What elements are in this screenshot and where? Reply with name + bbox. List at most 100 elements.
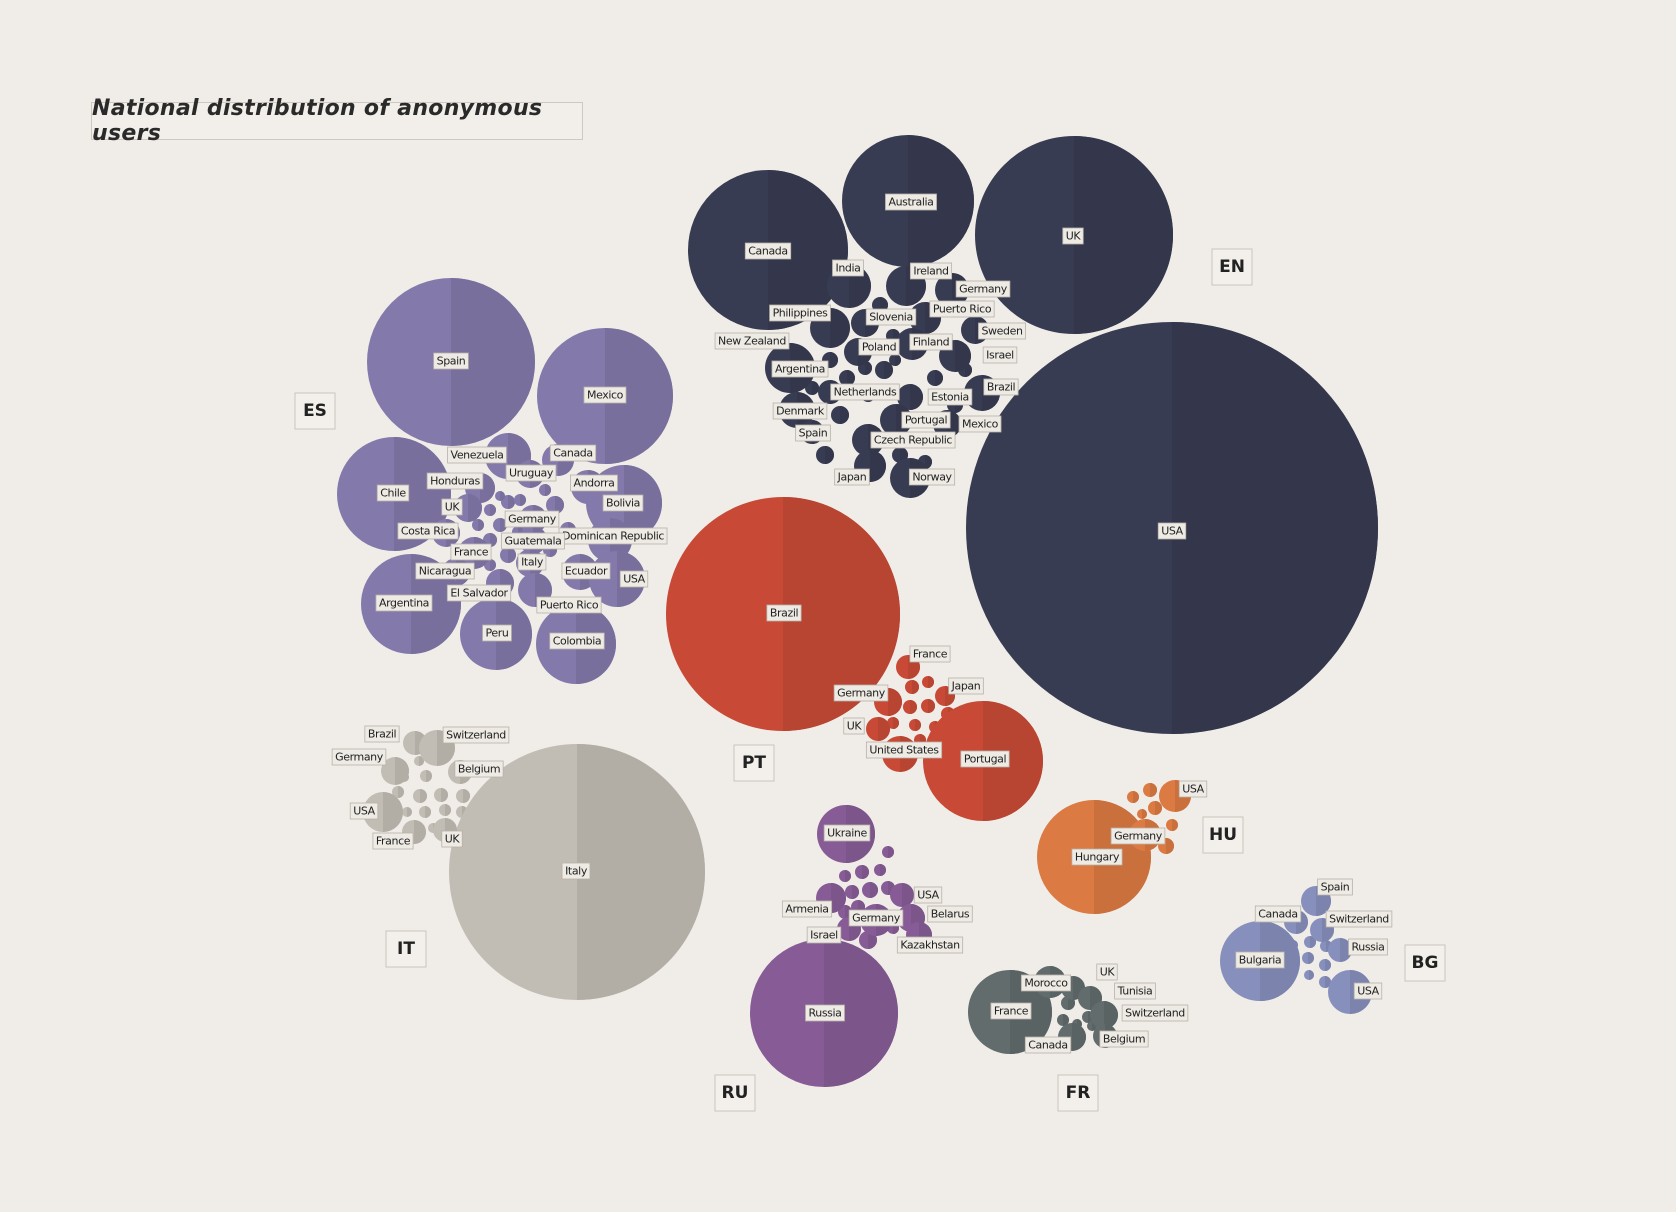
- label-es-honduras: Honduras: [426, 472, 484, 490]
- bubble-hu-minor-3: [1166, 819, 1178, 831]
- label-ru-germany: Germany: [848, 909, 904, 927]
- cluster-ru: [750, 805, 932, 1087]
- bubble-en-minor-3: [839, 370, 855, 386]
- label-es-colombia: Colombia: [549, 632, 605, 650]
- svg-text:France: France: [994, 1005, 1029, 1018]
- label-es-el-salvador: El Salvador: [446, 584, 512, 602]
- svg-text:Philippines: Philippines: [773, 307, 829, 320]
- label-en-czech-republic: Czech Republic: [870, 431, 956, 449]
- bubble-pt-minor-2: [903, 700, 917, 714]
- svg-text:Costa Rica: Costa Rica: [401, 525, 455, 538]
- svg-text:Spain: Spain: [437, 355, 466, 368]
- svg-text:Canada: Canada: [553, 447, 592, 460]
- bubble-it-minor-6: [439, 804, 451, 816]
- svg-text:Andorra: Andorra: [573, 477, 614, 490]
- svg-text:Germany: Germany: [1114, 830, 1163, 843]
- svg-text:Nicaragua: Nicaragua: [419, 565, 471, 578]
- bubble-fr-minor-2: [1057, 1014, 1069, 1026]
- svg-text:Kazakhstan: Kazakhstan: [900, 939, 960, 952]
- label-en-philippines: Philippines: [769, 304, 831, 322]
- svg-text:Canada: Canada: [1028, 1039, 1067, 1052]
- label-en-germany: Germany: [955, 280, 1011, 298]
- label-en-ireland: Ireland: [909, 262, 953, 280]
- svg-text:Japan: Japan: [837, 471, 867, 484]
- bubble-es-minor-2: [514, 494, 526, 506]
- label-en-portugal: Portugal: [901, 411, 951, 429]
- svg-text:UK: UK: [1100, 966, 1116, 979]
- label-es-nicaragua: Nicaragua: [415, 562, 475, 580]
- bubble-bg-minor-3: [1319, 959, 1331, 971]
- label-en-brazil: Brazil: [983, 378, 1019, 396]
- bubble-en-minor-4: [927, 370, 943, 386]
- label-es-peru: Peru: [482, 624, 512, 642]
- label-bg-canada: Canada: [1254, 905, 1302, 923]
- bubble-es-minor-11: [495, 491, 505, 501]
- chart-title: National distribution of anonymous users: [92, 96, 543, 146]
- label-en-argentina: Argentina: [771, 360, 829, 378]
- label-ru-armenia: Armenia: [781, 900, 833, 918]
- bubble-ru-minor-0: [839, 870, 851, 882]
- bubble-en-minor-12: [889, 354, 901, 366]
- svg-text:BG: BG: [1412, 953, 1439, 973]
- label-es-argentina: Argentina: [375, 594, 433, 612]
- svg-text:Morocco: Morocco: [1024, 977, 1068, 990]
- bubble-it-minor-8: [402, 807, 412, 817]
- label-en-mexico: Mexico: [958, 415, 1002, 433]
- label-en-slovenia: Slovenia: [865, 308, 917, 326]
- svg-text:Canada: Canada: [748, 245, 787, 258]
- label-it-germany: Germany: [331, 748, 387, 766]
- label-es-usa: USA: [619, 570, 649, 588]
- label-bg-switzerland: Switzerland: [1325, 910, 1393, 928]
- group-label-hu: HU: [1202, 816, 1244, 854]
- svg-text:Germany: Germany: [837, 687, 886, 700]
- bubble-it-germany: [381, 757, 409, 785]
- svg-text:USA: USA: [623, 573, 645, 586]
- bubble-it-usa: [363, 792, 403, 832]
- svg-text:Bolivia: Bolivia: [606, 497, 640, 510]
- label-en-norway: Norway: [908, 468, 956, 486]
- label-en-japan: Japan: [834, 468, 870, 486]
- bubble-en-estonia: [897, 384, 923, 410]
- bubble-it-minor-0: [392, 786, 404, 798]
- group-label-it: IT: [385, 930, 427, 968]
- label-es-france: France: [450, 543, 492, 561]
- label-ru-kazakhstan: Kazakhstan: [896, 936, 964, 954]
- label-en-finland: Finland: [909, 333, 953, 351]
- svg-text:UK: UK: [445, 501, 461, 514]
- group-label-en: EN: [1211, 248, 1253, 286]
- bubble-ru-minor-4: [862, 882, 878, 898]
- svg-text:Switzerland: Switzerland: [1329, 913, 1389, 926]
- svg-text:Finland: Finland: [913, 336, 950, 349]
- bubble-pt-minor-1: [922, 676, 934, 688]
- label-it-brazil: Brazil: [364, 725, 400, 743]
- svg-text:Sweden: Sweden: [981, 325, 1022, 338]
- bubble-it-minor-1: [413, 789, 427, 803]
- label-pt-japan: Japan: [948, 677, 984, 695]
- bubble-pt-minor-4: [887, 717, 899, 729]
- svg-text:France: France: [376, 835, 411, 848]
- svg-text:EN: EN: [1219, 257, 1245, 277]
- svg-text:Germany: Germany: [852, 912, 901, 925]
- label-en-israel: Israel: [982, 346, 1018, 364]
- svg-text:Italy: Italy: [521, 556, 544, 569]
- bubble-hu-minor-2: [1148, 801, 1162, 815]
- svg-text:Germany: Germany: [335, 751, 384, 764]
- label-pt-uk: UK: [843, 717, 865, 735]
- svg-text:Portugal: Portugal: [964, 753, 1007, 766]
- label-es-canada: Canada: [549, 444, 597, 462]
- label-it-belgium: Belgium: [454, 760, 504, 778]
- svg-text:UK: UK: [1066, 230, 1082, 243]
- bubble-ru-minor-3: [882, 846, 894, 858]
- svg-text:Russia: Russia: [1352, 941, 1385, 954]
- cluster-hu: [1037, 780, 1191, 914]
- svg-text:Belgium: Belgium: [458, 763, 500, 776]
- svg-text:IT: IT: [397, 939, 415, 959]
- svg-text:Israel: Israel: [986, 349, 1014, 362]
- svg-text:Guatemala: Guatemala: [505, 535, 562, 548]
- label-fr-france: France: [990, 1002, 1032, 1020]
- svg-text:United States: United States: [869, 744, 939, 757]
- label-es-guatemala: Guatemala: [501, 532, 565, 550]
- svg-text:Mexico: Mexico: [587, 389, 624, 402]
- bubble-hu-minor-1: [1127, 791, 1139, 803]
- svg-text:Australia: Australia: [888, 196, 933, 209]
